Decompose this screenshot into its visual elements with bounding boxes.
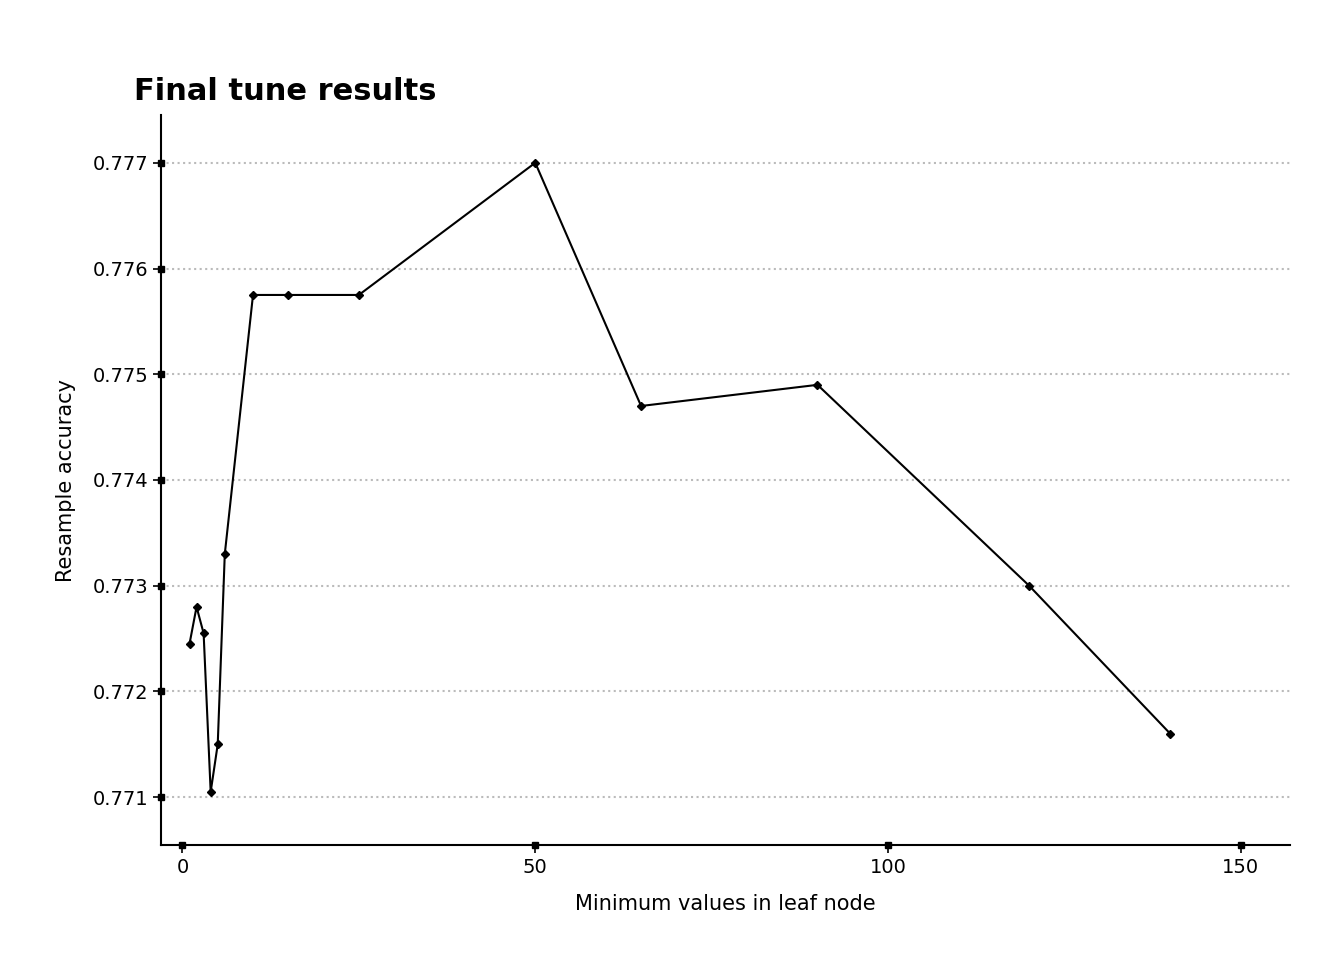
Y-axis label: Resample accuracy: Resample accuracy [55, 378, 75, 582]
X-axis label: Minimum values in leaf node: Minimum values in leaf node [575, 894, 876, 914]
Text: Final tune results: Final tune results [134, 77, 437, 106]
